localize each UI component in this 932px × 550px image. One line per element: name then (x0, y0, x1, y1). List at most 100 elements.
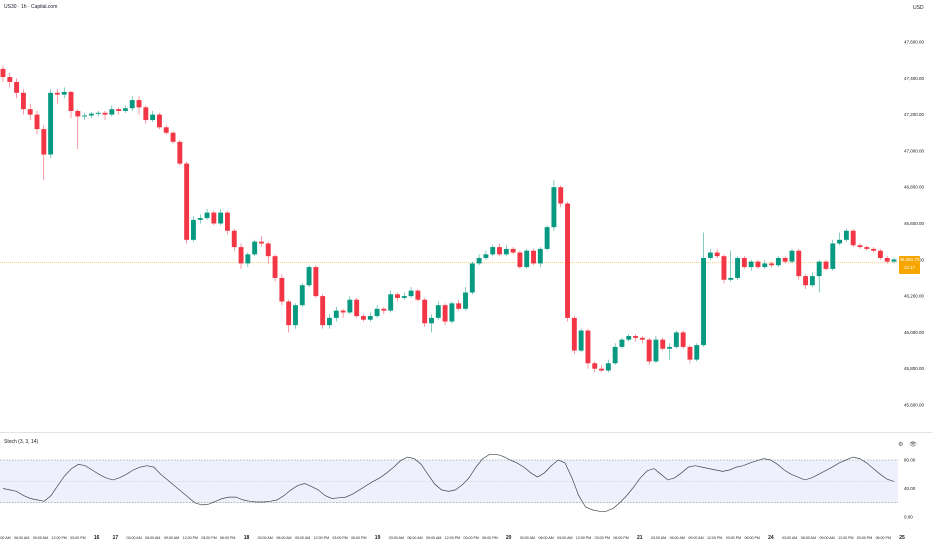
candle-body (891, 259, 897, 262)
candle-body (20, 92, 26, 110)
time-tick-label: 06:00 AM (276, 536, 291, 540)
candle-body (313, 267, 319, 297)
candle-body (660, 339, 666, 349)
candle-body (775, 257, 781, 266)
price-tick-label: 47,400.00 (904, 76, 925, 81)
candle-body (673, 332, 679, 347)
time-tick-label: 03:00 AM (389, 536, 404, 540)
time-tick-label: 09:00 AM (688, 536, 703, 540)
time-tick-label: 09:00 AM (557, 536, 572, 540)
candle-body (748, 261, 754, 268)
candle-body (143, 107, 149, 121)
candle-body (354, 299, 360, 317)
candle-body (531, 250, 536, 264)
candle-body (299, 285, 305, 306)
candle-body (442, 305, 448, 322)
price-tick-label: 46,000.00 (904, 330, 925, 335)
candle-body (850, 230, 856, 246)
time-tick-label: 12:00 PM (183, 536, 198, 540)
candle-body (88, 113, 94, 116)
time-tick-label: 25 (899, 535, 905, 541)
currency-label: USD (913, 5, 924, 11)
candle-body (639, 337, 645, 340)
candle-body (605, 363, 611, 371)
candle-body (238, 247, 244, 264)
candle-body (0, 68, 6, 78)
candle-body (592, 363, 598, 369)
time-tick-label: 03:00 PM (857, 536, 872, 540)
candle-body (633, 336, 638, 338)
price-tick-label: 46,200.00 (904, 294, 925, 299)
candle-body (327, 317, 332, 326)
time-tick-label: 06:00 PM (744, 536, 759, 540)
candle-body (456, 303, 462, 309)
time-tick-label: 06:00 AM (539, 536, 554, 540)
candle-body (340, 310, 346, 313)
candle-body (762, 263, 768, 268)
candle-body (129, 100, 135, 109)
candle-body (537, 248, 543, 264)
candle-body (136, 100, 142, 108)
candle-body (34, 114, 40, 130)
candle-body (259, 241, 264, 244)
last-price-badge[interactable]: 46,391.70 12:17 (899, 256, 920, 274)
time-tick-label: 03:00 AM (520, 536, 535, 540)
candle-body (395, 294, 400, 298)
candle-body (864, 247, 870, 249)
last-price-value: 46,391.70 (899, 257, 920, 262)
time-tick-label: 06:00 PM (482, 536, 497, 540)
candle-body (381, 308, 387, 311)
candle-body (367, 316, 373, 320)
time-tick-label: 03:00 AM (782, 536, 797, 540)
time-tick-label: 06:00 PM (876, 536, 891, 540)
time-tick-label: 12:00 PM (838, 536, 853, 540)
candle-body (524, 250, 530, 268)
indicator-title[interactable]: Stoch (3, 3, 14) (4, 439, 39, 445)
candle-body (184, 163, 190, 240)
candle-body (714, 252, 720, 257)
candle-body (279, 277, 285, 302)
candle-body (422, 299, 428, 324)
candle-body (122, 108, 128, 111)
candle-body (469, 263, 475, 293)
candle-body (884, 257, 890, 262)
candle-body (68, 91, 74, 111)
time-tick-label: 09:00 AM (295, 536, 310, 540)
time-tick-label: 03:00 PM (201, 536, 216, 540)
time-tick-label: 17 (113, 535, 119, 541)
candle-body (490, 247, 496, 255)
candle-body (823, 261, 829, 269)
candle-body (571, 317, 577, 351)
time-tick-label: 06:00 AM (801, 536, 816, 540)
candle-body (245, 254, 251, 264)
candle-body (769, 263, 775, 266)
candle-body (857, 245, 863, 248)
indicator-settings-icon[interactable]: ⚙ 👁 (898, 441, 919, 448)
candle-body (177, 141, 183, 164)
time-tick-label: 12:00 PM (51, 536, 66, 540)
stoch-tick-label: 0.00 (904, 515, 913, 520)
time-tick-label: 12:00 PM (576, 536, 591, 540)
candle-body (476, 257, 482, 264)
time-tick-label: 19 (375, 535, 381, 541)
price-tick-label: 47,200.00 (904, 112, 925, 117)
candle-body (204, 212, 210, 219)
candle-body (293, 305, 298, 326)
candle-body (619, 339, 625, 347)
chart-title: US30 · 1h · Capital.com (4, 4, 58, 10)
candle-body (653, 339, 659, 362)
time-tick-label: 03:00 PM (726, 536, 741, 540)
price-tick-label: 45,800.00 (904, 366, 925, 371)
time-tick-label: 06:00 PM (220, 536, 235, 540)
candle-body (333, 310, 339, 318)
time-tick-label: 24 (768, 535, 774, 541)
candle-body (578, 330, 584, 351)
candle-body (789, 250, 795, 262)
candle-body (809, 276, 815, 286)
candle-body (558, 187, 564, 204)
time-tick-label: 06:00 PM (351, 536, 366, 540)
candle-body (565, 203, 570, 318)
time-tick-label: 03:00 PM (70, 536, 85, 540)
